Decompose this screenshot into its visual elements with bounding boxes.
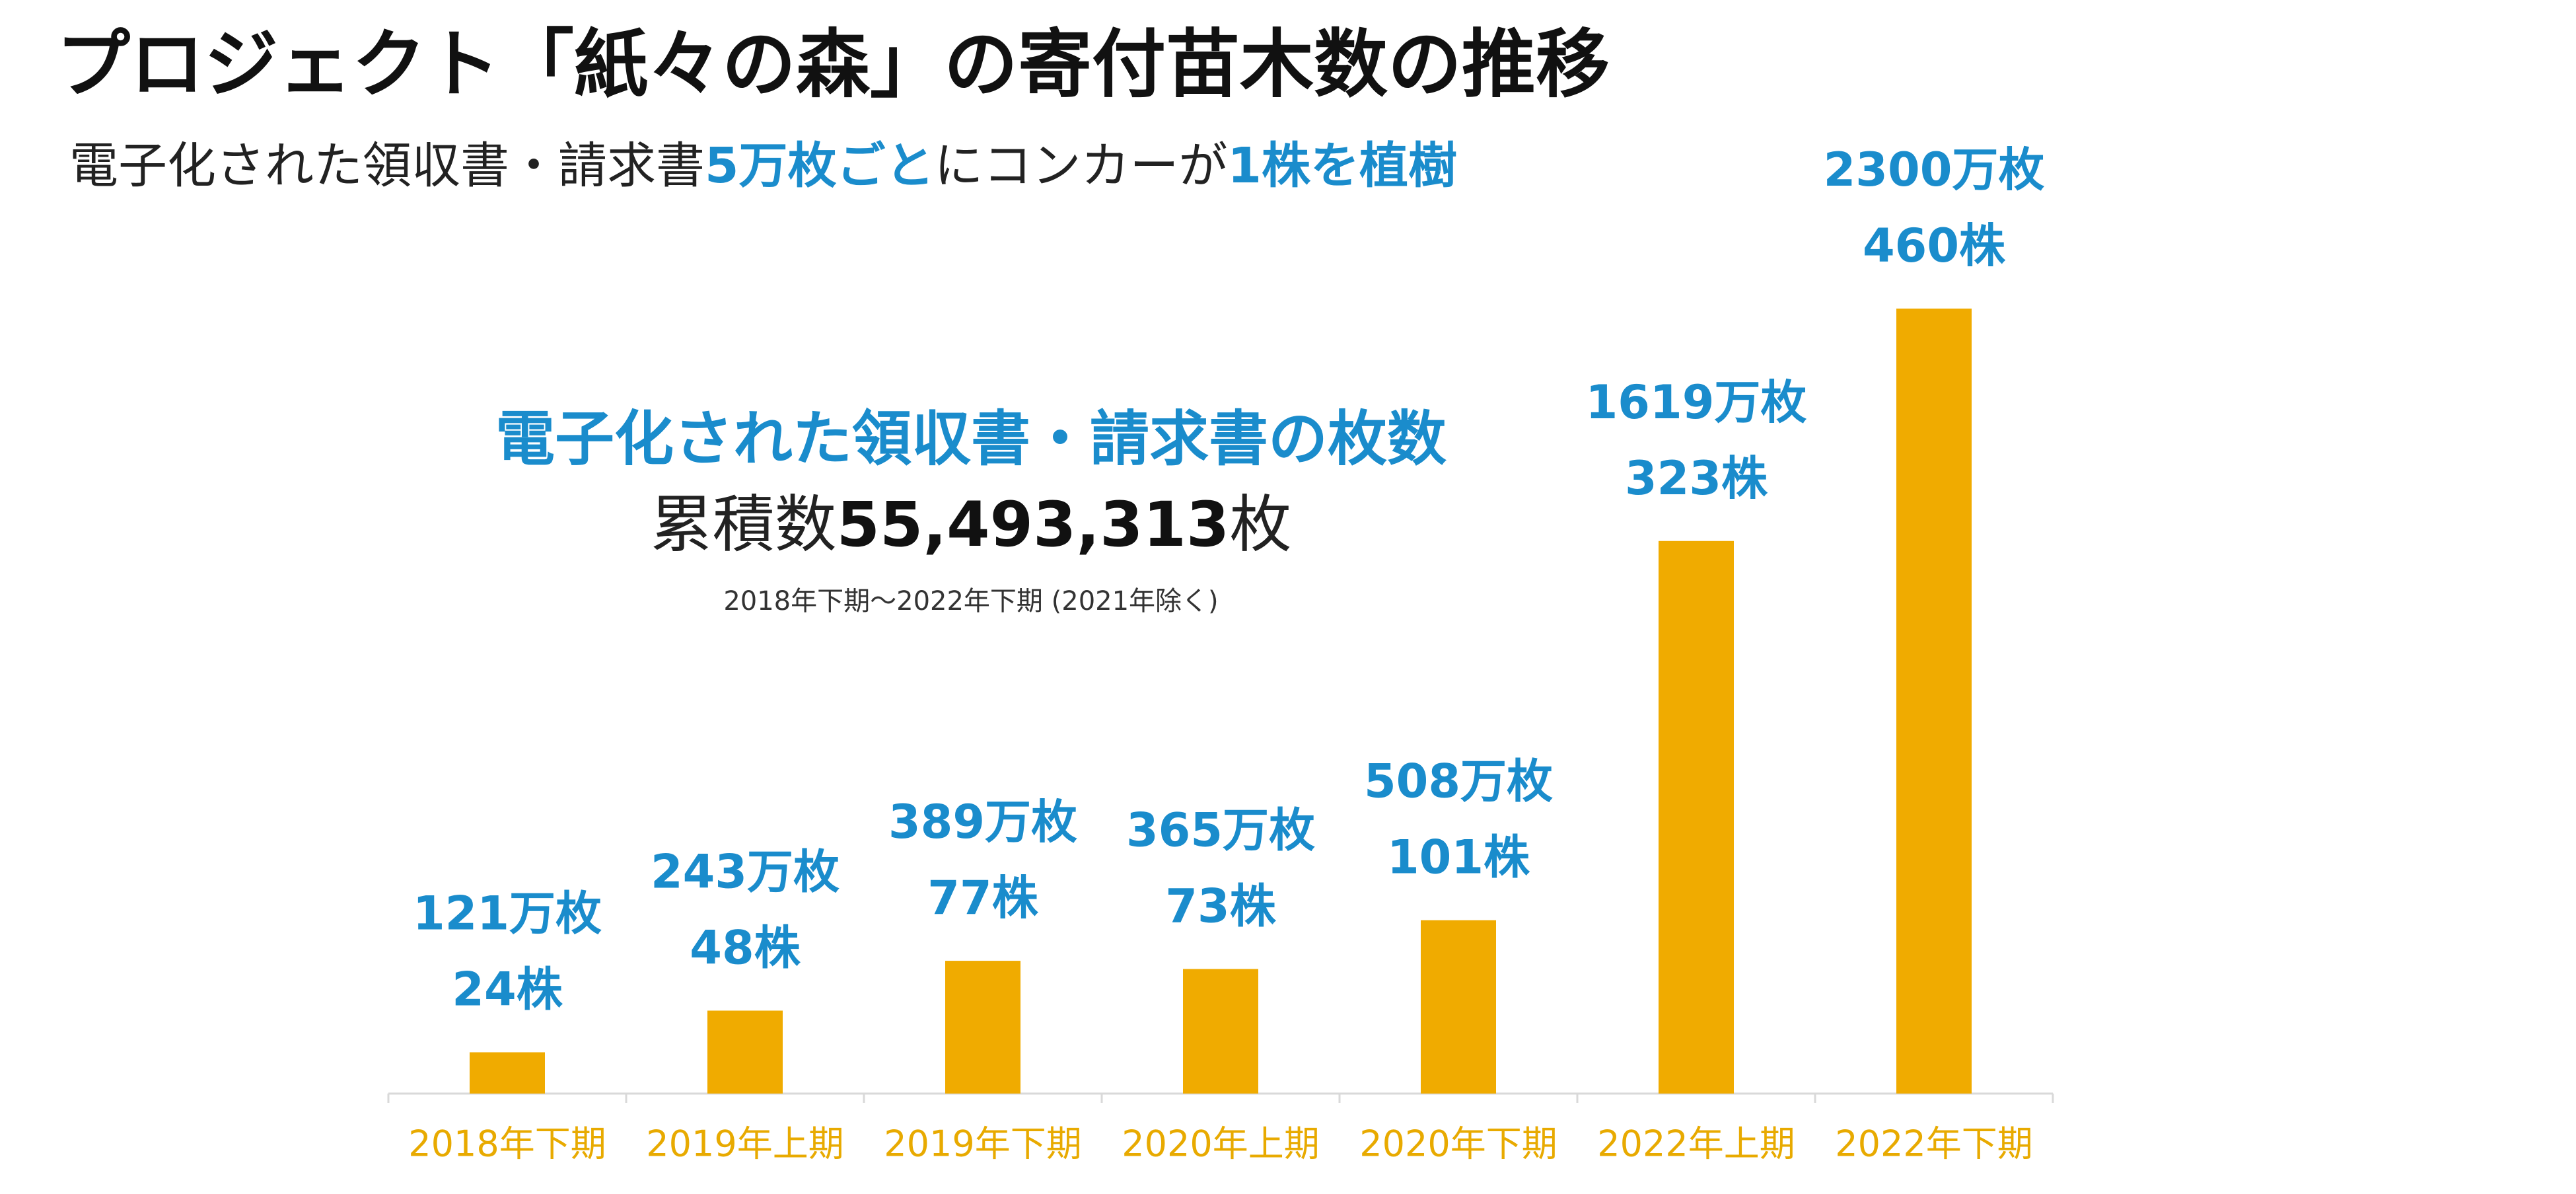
bar — [707, 1010, 783, 1094]
annotation-total: 累積数55,493,313枚 — [651, 489, 1292, 561]
value-label: 389万枚 — [888, 795, 1077, 849]
tree-label: 101株 — [1387, 831, 1530, 885]
tree-label: 48株 — [690, 921, 801, 975]
chart-subtitle: 電子化された領収書・請求書5万枚ごとにコンカーが1株を植樹 — [69, 137, 1457, 194]
bar — [1659, 541, 1734, 1094]
x-tick-label: 2019年上期 — [646, 1123, 843, 1165]
subtitle-part: 電子化された領収書・請求書 — [69, 137, 705, 194]
tree-label: 24株 — [452, 963, 563, 1017]
value-label: 2300万枚 — [1824, 143, 2045, 197]
subtitle-part: 1株を植樹 — [1228, 137, 1458, 194]
bar — [945, 961, 1020, 1094]
bar — [1421, 920, 1496, 1094]
value-label: 243万枚 — [651, 845, 840, 899]
tree-label: 73株 — [1165, 879, 1276, 934]
subtitle-part: 5万枚ごと — [705, 137, 935, 194]
x-tick-label: 2018年下期 — [408, 1123, 606, 1165]
tree-label: 323株 — [1625, 451, 1768, 505]
value-label: 1619万枚 — [1586, 375, 1807, 429]
x-tick-label: 2022年下期 — [1835, 1123, 2032, 1165]
total-part: 55,493,313 — [837, 489, 1230, 561]
value-label: 121万枚 — [413, 887, 602, 941]
subtitle-part: にコンカーが — [935, 137, 1228, 194]
total-part: 枚 — [1229, 489, 1291, 561]
bar — [1183, 969, 1258, 1094]
bar — [1896, 309, 1972, 1094]
bar — [470, 1052, 545, 1094]
tree-label: 77株 — [927, 871, 1038, 925]
value-label: 508万枚 — [1364, 755, 1553, 809]
x-tick-label: 2019年下期 — [884, 1123, 1081, 1165]
total-part: 累積数 — [651, 489, 837, 561]
x-tick-label: 2020年下期 — [1359, 1123, 1557, 1165]
value-label: 365万枚 — [1126, 803, 1315, 858]
annotation-note: 2018年下期～2022年下期 (2021年除く) — [723, 586, 1218, 616]
tree-label: 460株 — [1863, 219, 2006, 273]
chart-title: プロジェクト「紙々の森」の寄付苗木数の推移 — [56, 22, 1610, 108]
x-tick-label: 2022年上期 — [1597, 1123, 1795, 1165]
x-tick-label: 2020年上期 — [1122, 1123, 1319, 1165]
annotation-heading: 電子化された領収書・請求書の枚数 — [495, 404, 1447, 474]
